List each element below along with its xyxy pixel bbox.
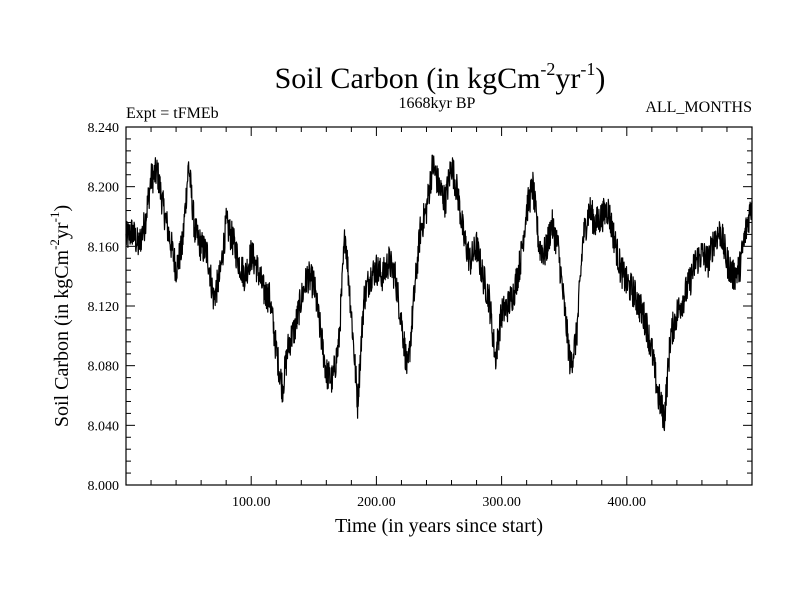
months-label: ALL_MONTHS [645, 99, 752, 116]
y-axis-label-end: ) [51, 205, 73, 212]
x-tick-label: 400.00 [608, 495, 647, 510]
x-axis-tick-labels: 100.00 200.00 300.00 400.00 [232, 495, 646, 510]
y-axis-label-sup1: -2 [47, 239, 62, 250]
series-line-soil-carbon [125, 154, 753, 432]
y-axis-tick-labels: 8.000 8.040 8.080 8.120 8.160 8.200 8.240 [88, 121, 120, 494]
x-tick-label: 300.00 [482, 495, 521, 510]
y-tick-label: 8.240 [88, 121, 120, 136]
chart-title-sup1: -2 [540, 59, 555, 79]
y-tick-label: 8.160 [88, 240, 120, 255]
y-tick-label: 8.000 [88, 479, 120, 494]
y-axis-label-main: Soil Carbon (in kgCm [51, 249, 73, 427]
x-tick-label: 200.00 [357, 495, 396, 510]
chart-title-end: ) [595, 62, 605, 95]
chart-title-main: Soil Carbon (in kgCm [275, 62, 541, 95]
y-axis-label-mid: yr [51, 222, 73, 239]
x-axis-label: Time (in years since start) [335, 515, 543, 537]
chart-title-sup2: -1 [580, 59, 595, 79]
experiment-label: Expt = tFMEb [126, 105, 219, 122]
y-tick-label: 8.200 [88, 181, 120, 196]
y-tick-label: 8.040 [88, 419, 120, 434]
y-tick-label: 8.080 [88, 360, 120, 375]
y-tick-label: 8.120 [88, 300, 120, 315]
x-tick-label: 100.00 [232, 495, 271, 510]
chart-title: Soil Carbon (in kgCm-2yr-1) [275, 59, 606, 95]
chart-title-mid: yr [555, 62, 580, 95]
y-axis-label-sup2: -1 [47, 212, 62, 223]
period-label: 1668kyr BP [399, 95, 476, 112]
x-axis-ticks [125, 127, 753, 485]
y-axis-label: Soil Carbon (in kgCm-2yr-1) [47, 205, 73, 427]
